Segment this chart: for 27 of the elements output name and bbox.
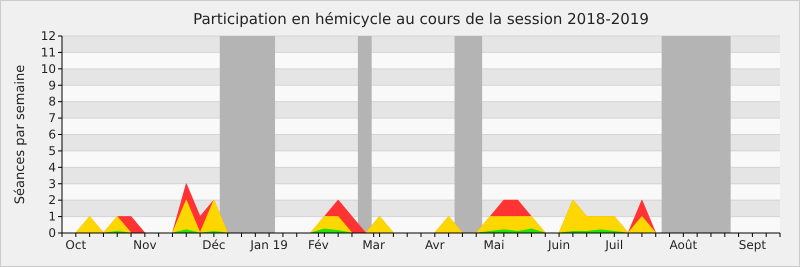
x-tick-label: Avr [425, 238, 445, 252]
x-tick-label: Fév [308, 238, 329, 252]
y-tick-label: 11 [40, 45, 56, 60]
y-tick-label: 9 [48, 78, 56, 92]
y-tick-label: 2 [48, 193, 56, 208]
y-axis-title: Séances par semaine [13, 64, 28, 204]
y-tick-label: 4 [48, 160, 56, 174]
x-tick-label: Juil [604, 238, 624, 252]
x-tick-label: Déc [202, 238, 226, 252]
chart-title: Participation en hémicycle au cours de la session 2018-2019 [193, 10, 649, 28]
x-tick-label: Nov [133, 238, 157, 252]
x-tick-label: Oct [65, 238, 86, 252]
y-tick-label: 0 [48, 226, 56, 240]
y-tick-label: 1 [48, 210, 56, 224]
x-tick-label: Juin [547, 238, 570, 252]
x-tick-label: Sept [738, 238, 766, 252]
x-tick-label: Mar [362, 238, 386, 252]
y-tick-label: 5 [48, 144, 56, 158]
x-tick-label: Août [670, 238, 698, 252]
x-tick-label: Jan 19 [249, 238, 288, 252]
y-tick-label: 12 [40, 29, 56, 43]
y-tick-label: 10 [40, 62, 56, 76]
x-tick-label: Mai [483, 238, 505, 252]
y-tick-label: 3 [48, 176, 56, 191]
y-tick-label: 8 [48, 94, 56, 109]
y-tick-label: 6 [48, 128, 56, 142]
y-tick-label: 7 [48, 111, 56, 126]
